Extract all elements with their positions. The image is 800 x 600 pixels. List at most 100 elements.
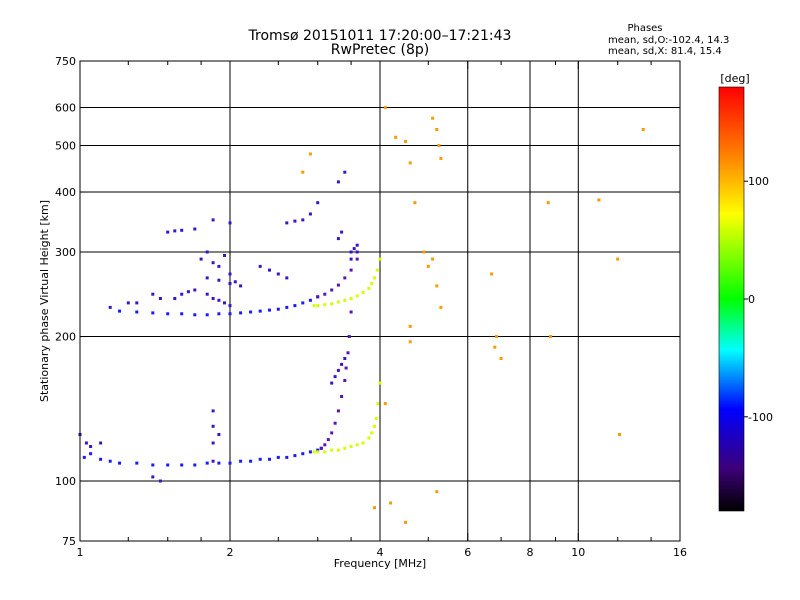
y-tick-label: 600 [55,102,76,115]
data-point [361,291,365,294]
data-point [330,381,334,385]
data-point [268,268,271,272]
data-point [99,441,103,445]
data-point [316,450,320,454]
data-point [383,402,387,406]
data-point [228,304,232,308]
y-tick-label: 75 [62,535,76,548]
data-point [228,282,232,285]
data-point [151,463,155,467]
data-point [343,276,347,280]
data-point [408,324,412,328]
data-point [323,303,327,307]
data-point [336,237,340,241]
data-point [217,433,221,436]
data-point [490,272,494,276]
data-point [84,441,88,445]
data-point [217,278,221,282]
data-point [435,284,439,288]
data-point [308,152,312,156]
data-point [413,201,417,205]
data-point [349,250,353,254]
colorbar-tick-label: 0 [748,293,755,306]
data-point [349,268,353,272]
data-point [258,264,262,268]
x-tick-label: 2 [227,546,234,559]
data-point [268,457,271,461]
data-point [375,268,379,272]
data-point [228,461,232,465]
data-point [239,311,243,315]
x-tick-label: 16 [673,546,687,559]
data-point [323,443,327,447]
data-point [217,461,221,465]
data-point [597,198,601,202]
data-point [367,436,371,440]
data-point [268,308,271,312]
data-point [301,218,305,222]
data-point [437,144,441,147]
phases-annotation-o: mean, sd,O:-102.4, 14.3 [608,35,729,46]
data-point [336,300,340,304]
data-point [349,445,353,448]
y-tick-label: 300 [55,246,76,259]
data-point [228,221,232,225]
data-point [205,292,209,296]
data-point [378,381,382,385]
data-points [78,106,645,524]
data-point [211,297,215,300]
data-point [343,379,347,382]
data-point [249,459,253,463]
data-point [180,292,184,296]
data-point [285,276,289,280]
data-point [616,257,620,261]
data-point [293,454,297,458]
data-point [99,457,103,461]
data-point [308,212,312,216]
data-point [211,441,215,445]
data-point [343,357,347,360]
data-point [199,257,203,261]
data-point [166,230,170,234]
data-point [493,345,497,349]
data-point [355,257,359,261]
data-point [301,452,305,456]
data-point [308,298,312,302]
data-point [499,357,503,360]
data-point [323,292,327,296]
data-point [370,431,374,435]
data-point [126,301,130,305]
data-point [135,310,139,314]
data-point [340,395,344,398]
data-point [217,264,221,268]
data-point [180,463,184,467]
data-point [340,230,344,234]
data-point [346,351,350,355]
chart-subtitle: RwPretec (8p) [331,42,429,58]
data-point [349,297,353,300]
data-point [546,201,550,205]
data-point [426,264,430,268]
data-point [135,301,139,305]
x-tick-label: 1 [77,546,84,559]
data-point [217,298,221,302]
data-point [618,433,621,436]
data-point [239,284,243,288]
x-tick-label: 4 [377,546,384,559]
data-point [108,459,112,463]
data-point [641,128,645,131]
data-point [336,180,340,184]
data-point [373,506,376,510]
data-point [285,455,289,459]
data-point [330,431,334,435]
data-point [158,297,162,300]
data-point [276,307,280,311]
grid [80,61,680,541]
data-point [151,311,155,315]
data-point [293,219,297,223]
x-tick-label: 10 [571,546,585,559]
data-point [193,313,197,317]
colorbar-label: [deg] [720,72,749,85]
data-point [211,409,215,413]
